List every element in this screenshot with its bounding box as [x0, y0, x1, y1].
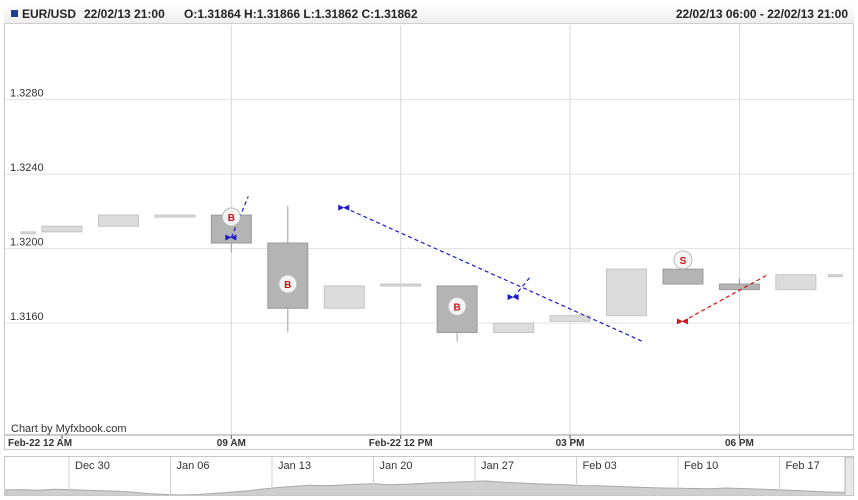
candle [775, 274, 817, 291]
chart-header: EUR/USD 22/02/13 21:00 O:1.31864 H:1.318… [4, 4, 854, 24]
marker-label: B [284, 280, 291, 291]
candle-body [549, 315, 591, 322]
y-tick-label: 1.3160 [10, 311, 44, 323]
navigator-label: Jan 20 [380, 460, 413, 472]
x-tick-label: 06 PM [725, 438, 754, 449]
candle-body [662, 268, 704, 285]
symbol-square-icon [11, 10, 18, 17]
chart-credit[interactable]: Chart by Myfxbook.com [11, 423, 127, 435]
ohlc-readout: O:1.31864 H:1.31866 L:1.31862 C:1.31862 [184, 7, 418, 21]
current-time: 22/02/13 21:00 [84, 7, 165, 21]
candle [323, 285, 365, 309]
candles [20, 205, 843, 342]
date-range: 22/02/13 06:00 - 22/02/13 21:00 [675, 7, 848, 21]
candle [827, 274, 843, 278]
navigator-label: Feb 17 [786, 460, 820, 472]
trade-line [344, 207, 644, 343]
buy-trade [507, 276, 531, 301]
sell-trade [676, 274, 768, 325]
candle-body [41, 225, 83, 233]
candle-body [323, 285, 365, 309]
price-chart[interactable]: 1.3160 1.3200 1.3240 1.3280 B B B S Feb-22 12 … [0, 0, 858, 452]
trade-arrow-icon [338, 204, 345, 211]
candle [154, 214, 196, 218]
marker-circle [447, 296, 467, 316]
candle [606, 268, 647, 317]
trade-marker: S [673, 250, 693, 270]
candle [97, 214, 139, 227]
marker-label: B [228, 213, 235, 224]
navigator-label: Dec 30 [75, 460, 110, 472]
trade-arrow-icon [343, 204, 350, 211]
candle-body [718, 283, 760, 291]
trade-marker: B [447, 296, 467, 316]
grid [5, 25, 853, 435]
candle [380, 283, 422, 287]
trade-markers: B B B S [221, 207, 693, 316]
candle [662, 268, 704, 285]
marker-label: S [680, 256, 687, 267]
candle-body [827, 274, 843, 278]
y-tick-label: 1.3280 [10, 88, 44, 100]
candle [41, 225, 83, 233]
candle [493, 322, 535, 334]
navigator-handle [844, 457, 853, 495]
trade-marker: B [278, 274, 298, 294]
y-tick-label: 1.3240 [10, 162, 44, 174]
candle [20, 231, 36, 235]
x-axis: Feb-22 12 AM 09 AM Feb-22 12 PM 03 PM 06 PM [5, 434, 853, 449]
candle [267, 205, 309, 333]
x-tick-label: Feb-22 12 PM [369, 438, 433, 449]
navigator-label: Jan 13 [278, 460, 311, 472]
navigator[interactable]: Dec 30 Jan 06 Jan 13 Jan 20 Jan 27 Feb 03 Feb … [4, 456, 854, 496]
trade-line [682, 274, 768, 322]
trade-lines [225, 196, 768, 343]
candle-body [380, 283, 422, 287]
x-tick-label: Feb-22 12 AM [8, 438, 72, 449]
marker-circle [221, 207, 241, 227]
symbol-label: EUR/USD [22, 7, 77, 21]
y-axis: 1.3160 1.3200 1.3240 1.3280 [10, 88, 44, 324]
candle-body [97, 214, 139, 227]
navigator-label: Jan 06 [177, 460, 210, 472]
trade-marker: B [221, 207, 241, 227]
candle-body [493, 322, 535, 334]
marker-label: B [454, 302, 461, 313]
marker-circle [673, 250, 693, 270]
trade-arrow-icon [230, 234, 237, 241]
candle [549, 315, 591, 322]
candle-body [154, 214, 196, 218]
marker-circle [278, 274, 298, 294]
navigator-chart[interactable]: Dec 30 Jan 06 Jan 13 Jan 20 Jan 27 Feb 03 Feb … [5, 457, 854, 496]
candle-body [606, 268, 647, 317]
y-tick-label: 1.3200 [10, 237, 44, 249]
trade-line [513, 276, 531, 298]
trade-arrow-icon [676, 318, 683, 325]
candle-body [20, 231, 36, 235]
candle [718, 278, 760, 292]
x-tick-label: 09 AM [217, 438, 246, 449]
trade-arrow-icon [512, 294, 519, 301]
navigator-label: Feb 03 [583, 460, 617, 472]
x-tick-label: 03 PM [556, 438, 585, 449]
trade-arrow-icon [507, 294, 514, 301]
navigator-label: Feb 10 [684, 460, 718, 472]
candle-body [775, 274, 817, 291]
navigator-label: Jan 27 [481, 460, 514, 472]
buy-trade [338, 204, 644, 343]
trade-arrow-icon [681, 318, 688, 325]
navigator-area [5, 480, 853, 495]
trade-arrow-icon [225, 234, 232, 241]
